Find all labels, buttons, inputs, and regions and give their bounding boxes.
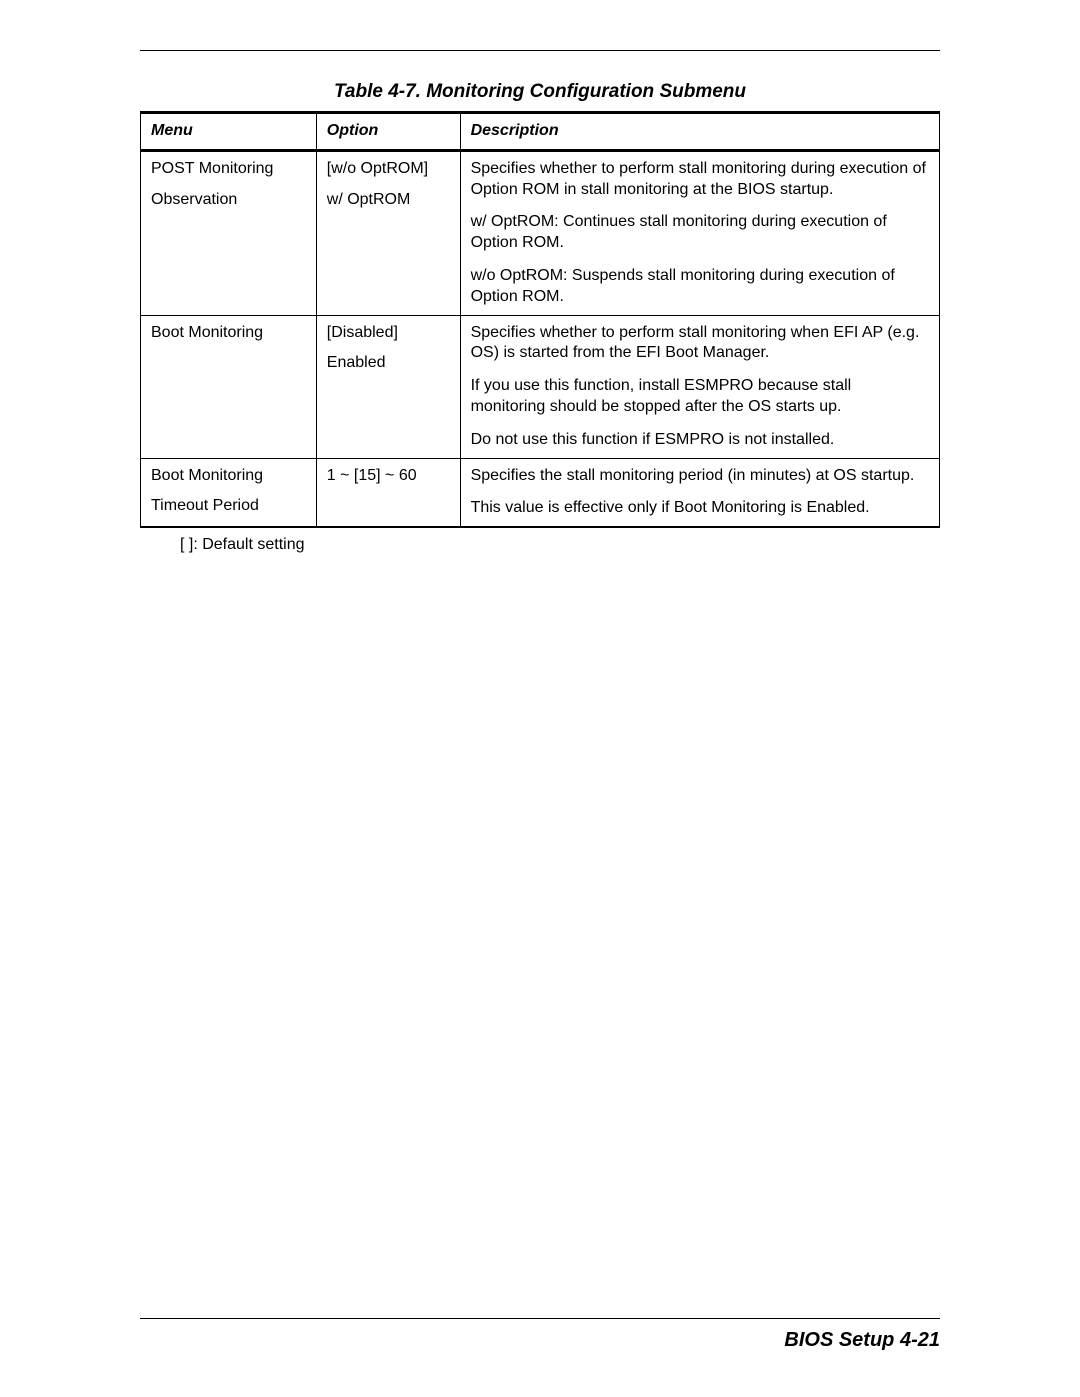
menu-line: Timeout Period (151, 496, 306, 517)
cell-description: Specifies the stall monitoring period (i… (460, 458, 939, 527)
menu-line: Boot Monitoring (151, 466, 306, 487)
legend-text: [ ]: Default setting (180, 536, 940, 554)
desc-line: If you use this function, install ESMPRO… (471, 376, 929, 418)
cell-option: [w/o OptROM] w/ OptROM (316, 150, 460, 315)
table-row: POST Monitoring Observation [w/o OptROM]… (141, 150, 940, 315)
header-option: Option (316, 113, 460, 151)
desc-line: Specifies the stall monitoring period (i… (471, 466, 929, 487)
option-line: [w/o OptROM] (327, 159, 450, 180)
cell-menu: Boot Monitoring Timeout Period (141, 458, 317, 527)
config-table: Menu Option Description POST Monitoring … (140, 111, 940, 528)
option-line: 1 ~ [15] ~ 60 (327, 466, 450, 487)
cell-menu: Boot Monitoring (141, 315, 317, 458)
cell-description: Specifies whether to perform stall monit… (460, 315, 939, 458)
table-row: Boot Monitoring Timeout Period 1 ~ [15] … (141, 458, 940, 527)
header-description: Description (460, 113, 939, 151)
header-menu: Menu (141, 113, 317, 151)
desc-line: Specifies whether to perform stall monit… (471, 323, 929, 365)
footer-label: BIOS Setup 4-21 (140, 1329, 940, 1352)
desc-line: This value is effective only if Boot Mon… (471, 498, 929, 519)
option-line: Enabled (327, 353, 450, 374)
table-row: Boot Monitoring [Disabled] Enabled Speci… (141, 315, 940, 458)
desc-line: Specifies whether to perform stall monit… (471, 159, 929, 201)
page-footer: BIOS Setup 4-21 (140, 1318, 940, 1352)
option-line: w/ OptROM (327, 190, 450, 211)
menu-line: Observation (151, 190, 306, 211)
menu-line: POST Monitoring (151, 159, 306, 180)
cell-menu: POST Monitoring Observation (141, 150, 317, 315)
cell-option: [Disabled] Enabled (316, 315, 460, 458)
desc-line: Do not use this function if ESMPRO is no… (471, 430, 929, 451)
desc-line: w/o OptROM: Suspends stall monitoring du… (471, 266, 929, 308)
cell-description: Specifies whether to perform stall monit… (460, 150, 939, 315)
desc-line: w/ OptROM: Continues stall monitoring du… (471, 212, 929, 254)
page-content: Table 4-7. Monitoring Configuration Subm… (0, 0, 1080, 1397)
table-header-row: Menu Option Description (141, 113, 940, 151)
cell-option: 1 ~ [15] ~ 60 (316, 458, 460, 527)
footer-rule (140, 1318, 940, 1319)
menu-line: Boot Monitoring (151, 323, 306, 344)
top-rule (140, 50, 940, 51)
option-line: [Disabled] (327, 323, 450, 344)
table-title: Table 4-7. Monitoring Configuration Subm… (140, 81, 940, 103)
